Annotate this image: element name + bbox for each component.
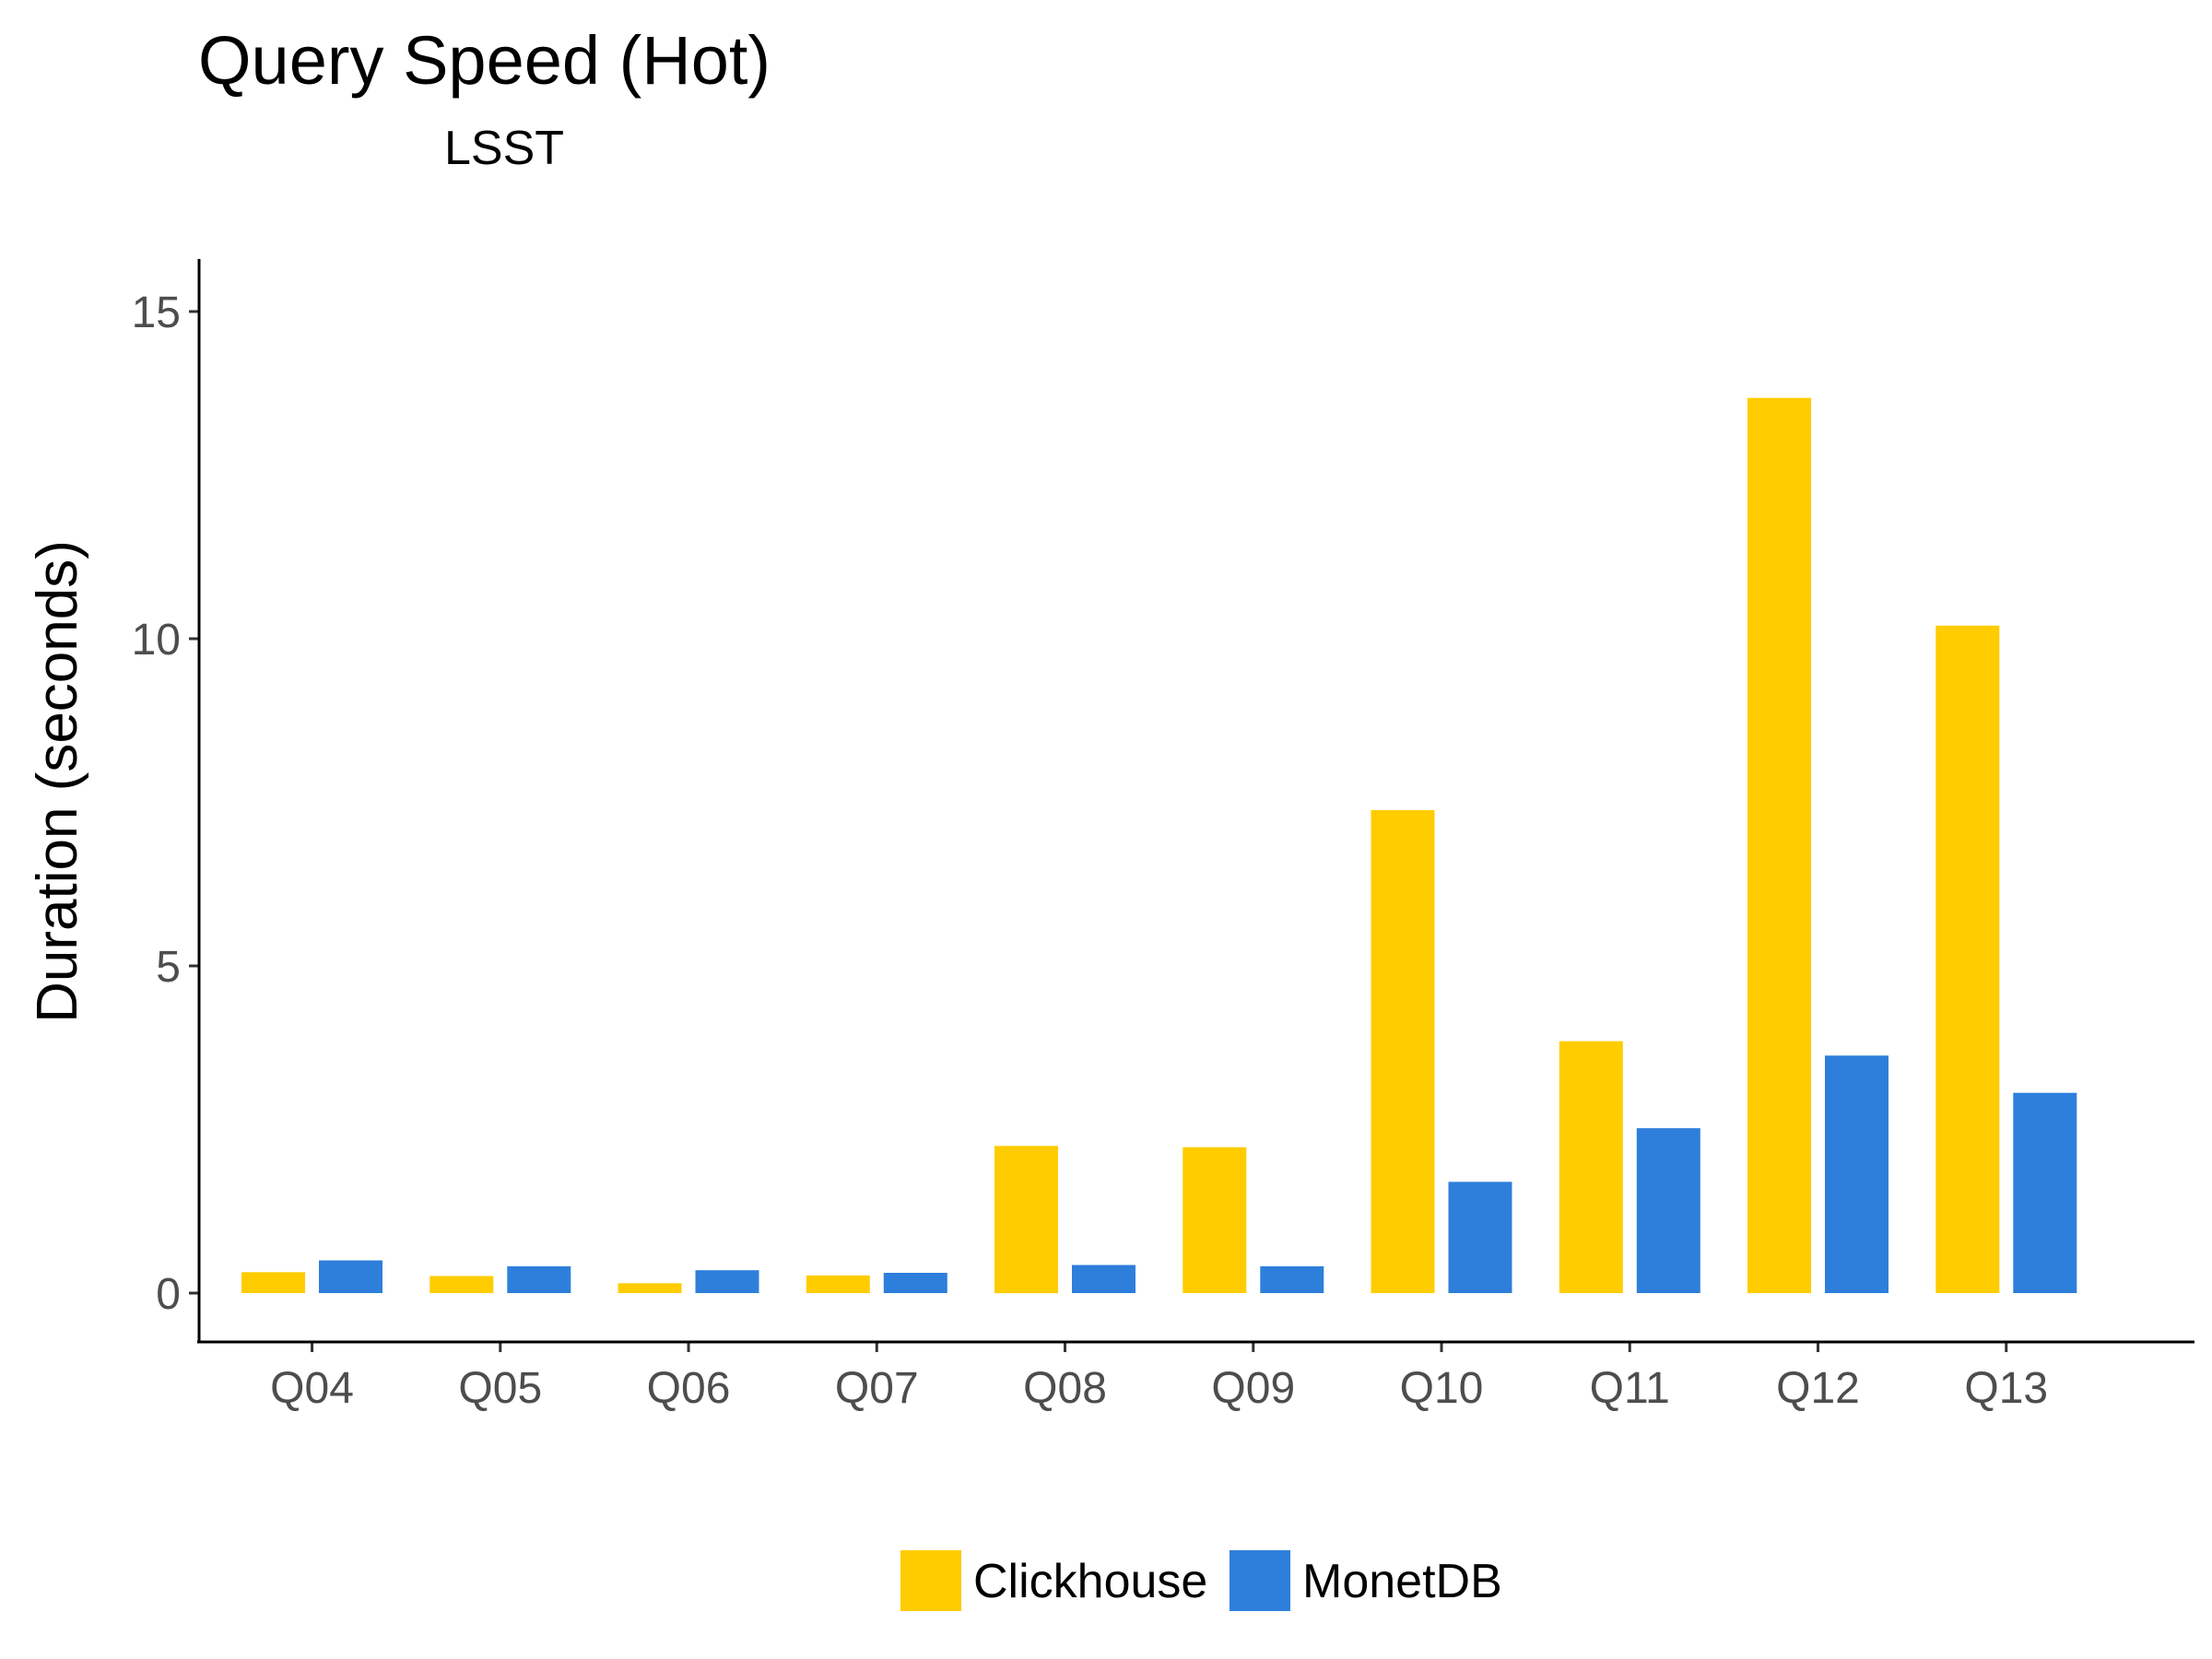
legend-swatch-monetdb bbox=[1230, 1550, 1290, 1611]
bar-monetdb-q12 bbox=[1825, 1055, 1888, 1293]
x-tick-label-q10: Q10 bbox=[1400, 1364, 1484, 1413]
x-tick-label-q08: Q08 bbox=[1023, 1364, 1107, 1413]
legend-swatch-clickhouse bbox=[900, 1550, 961, 1611]
bar-monetdb-q07 bbox=[883, 1273, 947, 1293]
y-ticks-layer: 0 5 10 15 bbox=[132, 288, 199, 1319]
x-tick-label-q11: Q11 bbox=[1590, 1364, 1670, 1413]
x-tick-label-q09: Q09 bbox=[1211, 1364, 1295, 1413]
x-tick-label-q13: Q13 bbox=[1964, 1364, 2048, 1413]
x-tick-label-q06: Q06 bbox=[647, 1364, 731, 1413]
bar-clickhouse-q13 bbox=[1936, 625, 2000, 1293]
bar-monetdb-q08 bbox=[1072, 1265, 1135, 1293]
bar-clickhouse-q10 bbox=[1371, 810, 1435, 1293]
y-axis-title: Duration (seconds) bbox=[26, 540, 89, 1023]
x-tick-label-q04: Q04 bbox=[270, 1364, 354, 1413]
bar-monetdb-q13 bbox=[2013, 1092, 2077, 1293]
bar-clickhouse-q07 bbox=[806, 1275, 870, 1293]
chart-subtitle: LSST bbox=[444, 122, 564, 175]
chart-title: Query Speed (Hot) bbox=[198, 22, 771, 99]
bar-monetdb-q10 bbox=[1448, 1182, 1512, 1293]
bar-clickhouse-q11 bbox=[1559, 1041, 1623, 1293]
bar-monetdb-q04 bbox=[319, 1260, 382, 1293]
x-tick-label-q07: Q07 bbox=[835, 1364, 919, 1413]
legend-label-clickhouse: Clickhouse bbox=[973, 1555, 1207, 1608]
legend-label-monetdb: MonetDB bbox=[1302, 1555, 1502, 1608]
x-ticks-layer: Q04 Q05 Q06 Q07 Q08 Q09 Q10 Q11 Q12 Q13 bbox=[270, 1342, 2048, 1413]
bar-clickhouse-q09 bbox=[1182, 1147, 1247, 1293]
y-tick-label-10: 10 bbox=[132, 616, 181, 665]
bar-monetdb-q05 bbox=[507, 1265, 571, 1293]
y-tick-label-0: 0 bbox=[156, 1270, 181, 1319]
bar-monetdb-q06 bbox=[695, 1270, 759, 1293]
bar-clickhouse-q05 bbox=[429, 1276, 494, 1293]
bar-monetdb-q11 bbox=[1636, 1128, 1700, 1293]
x-tick-label-q05: Q05 bbox=[458, 1364, 542, 1413]
x-tick-label-q12: Q12 bbox=[1776, 1364, 1860, 1413]
y-tick-label-15: 15 bbox=[132, 288, 181, 337]
bars-layer bbox=[241, 397, 2077, 1294]
legend: Clickhouse MonetDB bbox=[900, 1550, 1502, 1611]
y-tick-label-5: 5 bbox=[156, 943, 181, 992]
bar-clickhouse-q08 bbox=[994, 1146, 1058, 1294]
bar-clickhouse-q06 bbox=[618, 1283, 682, 1293]
bar-clickhouse-q04 bbox=[241, 1272, 305, 1293]
bar-monetdb-q09 bbox=[1260, 1265, 1324, 1293]
bar-clickhouse-q12 bbox=[1747, 397, 1811, 1293]
